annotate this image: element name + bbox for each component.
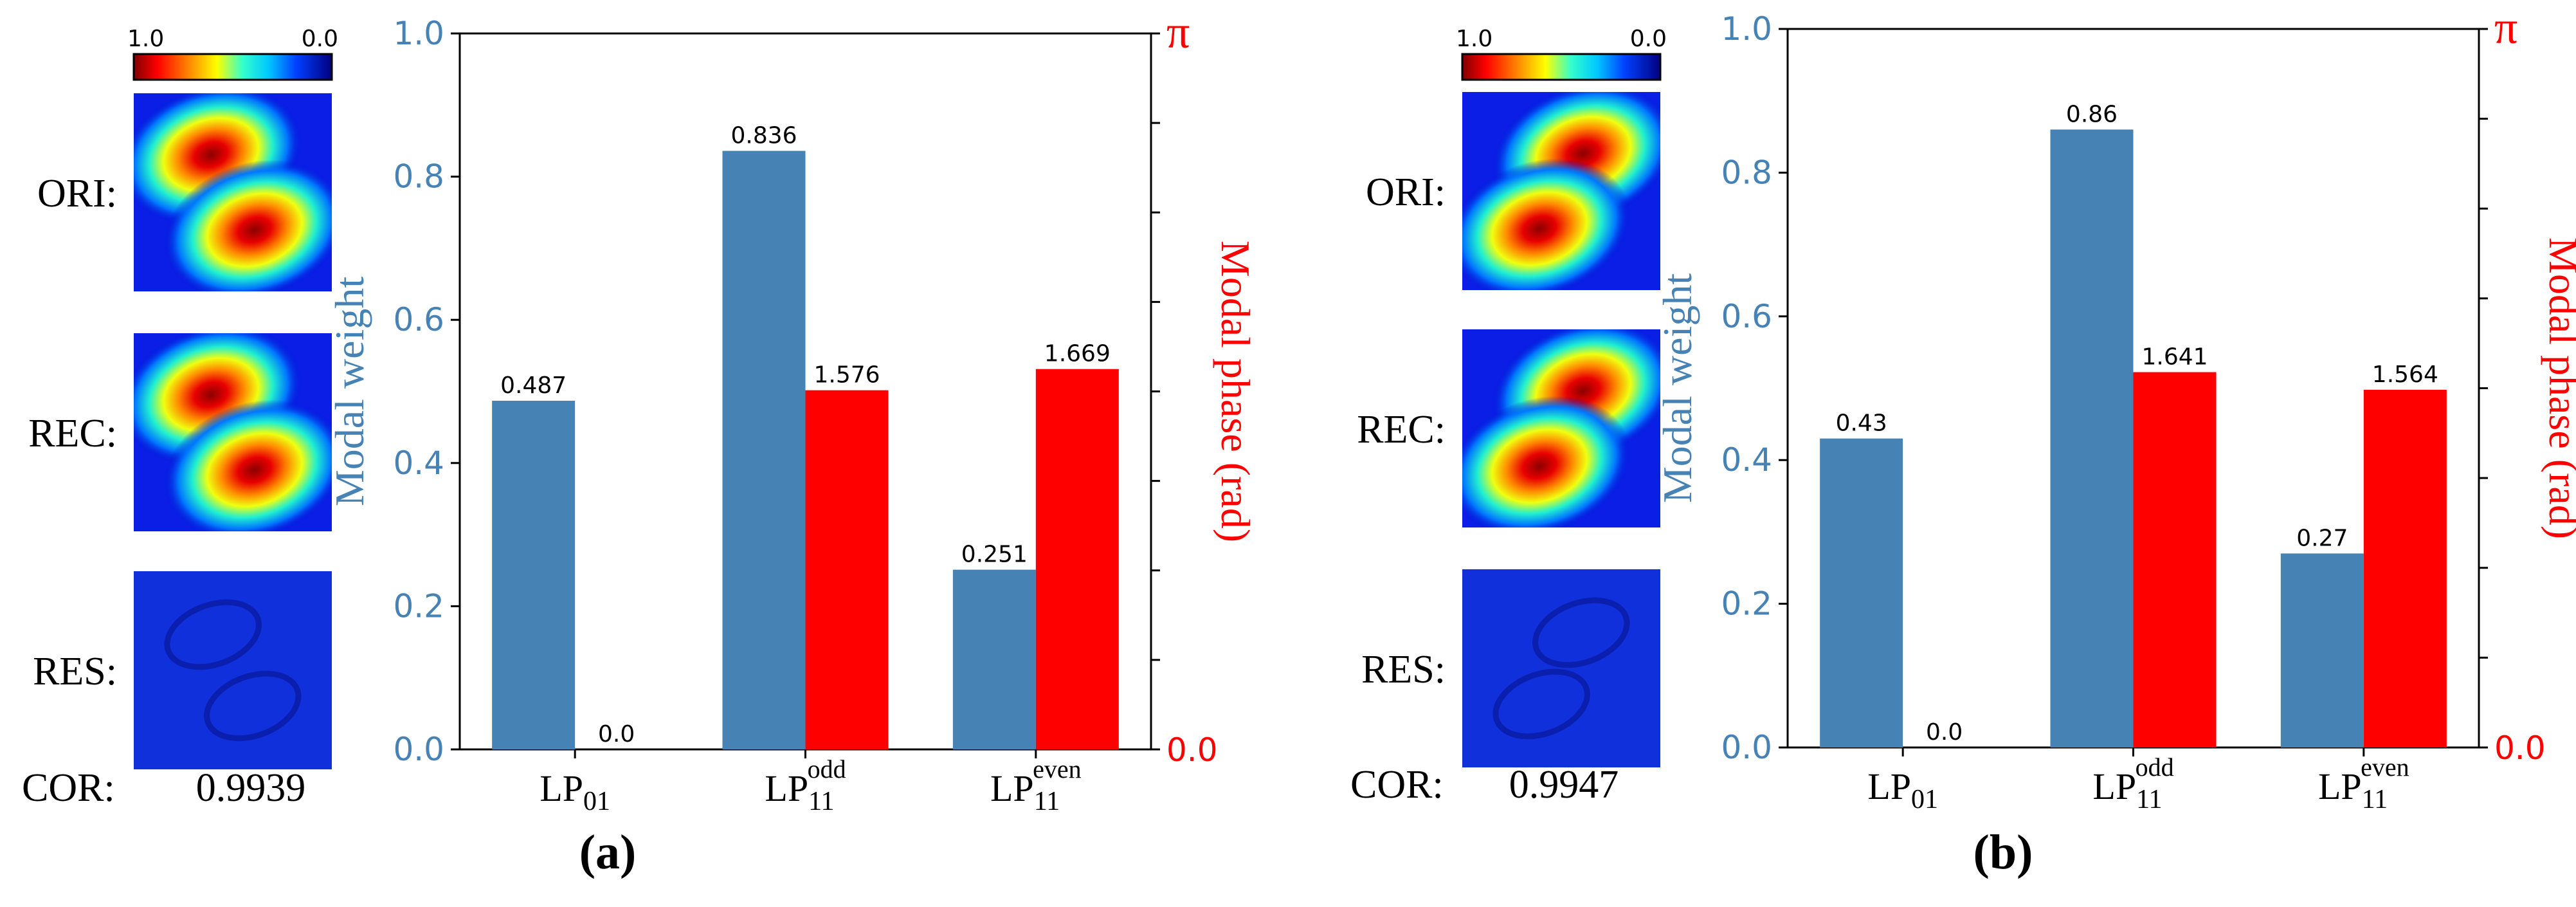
left-tick-label-3: 0.6 [393, 301, 444, 338]
right-axis-title: Modal phase (rad) [2541, 237, 2576, 539]
weight-value-label-0: 0.43 [1836, 410, 1887, 437]
right-tick-label-pi: π [1166, 6, 1190, 58]
colorbar-max-label: 1.0 [127, 26, 164, 52]
phase-value-label-2: 1.669 [1044, 341, 1111, 367]
weight-bar-1 [722, 151, 806, 750]
row-label-cor: COR: [1350, 763, 1444, 807]
x-tick-label-1: LP11odd [765, 755, 846, 816]
colorbar [1461, 53, 1662, 81]
right-tick-label-bottom: 0.0 [2494, 729, 2546, 767]
left-tick-label-2: 0.4 [393, 444, 444, 482]
left-tick-label-5: 1.0 [1721, 10, 1772, 48]
panel-a: 1.0 0.0 ORI: REC: RES: COR: 0.9939 0.0 0.2 0.4 0.6… [22, 6, 1258, 879]
x-tick-label-0: LP01 [1867, 765, 1938, 814]
row-label-rec: REC: [1357, 408, 1446, 452]
rec-image-0 [134, 333, 332, 531]
correlation-value: 0.9947 [1509, 763, 1619, 807]
phase-bar-1 [2133, 372, 2217, 747]
left-tick-label-2: 0.4 [1721, 441, 1772, 479]
phase-bar-2 [2363, 389, 2447, 747]
left-tick-label-3: 0.6 [1721, 298, 1772, 335]
panel-label: (b) [1973, 825, 2033, 879]
left-axis-title: Modal weight [1655, 273, 1700, 504]
res-image-0 [134, 571, 332, 769]
ori-image-1 [1462, 92, 1660, 290]
left-tick-label-5: 1.0 [393, 15, 444, 52]
weight-bar-0 [1820, 438, 1903, 747]
weight-bar-2 [952, 569, 1036, 749]
colorbar-min-label: 0.0 [1630, 26, 1667, 52]
weight-value-label-2: 0.27 [2296, 525, 2348, 551]
colorbar-max-label: 1.0 [1456, 26, 1492, 52]
panel-b: 1.0 0.0 ORI: REC: RES: COR: 0.9947 0.0 0.2 0.4 0.6… [1350, 2, 2576, 879]
phase-value-label-2: 1.564 [2372, 362, 2438, 388]
row-label-cor: COR: [22, 766, 115, 810]
left-tick-label-1: 0.2 [393, 587, 444, 625]
colorbar [132, 53, 333, 81]
panel-label: (a) [579, 825, 637, 879]
left-tick-label-0: 0.0 [393, 731, 444, 768]
weight-value-label-1: 0.86 [2066, 101, 2118, 127]
phase-bar-1 [805, 390, 889, 749]
row-label-ori: ORI: [1366, 170, 1446, 214]
row-label-rec: REC: [28, 412, 117, 455]
colorbar-min-label: 0.0 [302, 26, 338, 52]
row-label-res: RES: [33, 650, 117, 693]
right-tick-label-pi: π [2494, 2, 2517, 53]
ori-image-0 [134, 93, 332, 291]
rec-image-1 [1462, 329, 1660, 527]
weight-value-label-2: 0.251 [961, 542, 1028, 568]
row-label-res: RES: [1361, 648, 1446, 692]
weight-bar-2 [2280, 553, 2364, 747]
phase-value-label-0: 0.0 [598, 721, 635, 747]
right-tick-label-bottom: 0.0 [1166, 731, 1218, 769]
left-tick-label-4: 0.8 [1721, 154, 1772, 191]
left-axis-title: Modal weight [327, 277, 372, 507]
phase-value-label-1: 1.641 [2141, 344, 2208, 371]
left-tick-label-4: 0.8 [393, 158, 444, 196]
left-tick-label-1: 0.2 [1721, 585, 1772, 623]
x-tick-label-2: LP11even [990, 755, 1082, 816]
correlation-value: 0.9939 [196, 766, 306, 810]
x-tick-label-2: LP11even [2318, 753, 2409, 814]
phase-bar-2 [1035, 369, 1119, 749]
weight-value-label-0: 0.487 [500, 372, 567, 399]
right-axis-title: Modal phase (rad) [1213, 241, 1258, 542]
x-tick-label-1: LP11odd [2092, 753, 2173, 814]
weight-bar-1 [2050, 129, 2134, 747]
left-tick-label-0: 0.0 [1721, 729, 1772, 766]
row-label-ori: ORI: [37, 172, 117, 215]
weight-bar-0 [492, 400, 576, 749]
weight-value-label-1: 0.836 [730, 123, 797, 149]
phase-value-label-1: 1.576 [813, 362, 880, 389]
phase-value-label-0: 0.0 [1926, 719, 1963, 746]
res-image-1 [1462, 569, 1660, 767]
x-tick-label-0: LP01 [540, 767, 610, 816]
